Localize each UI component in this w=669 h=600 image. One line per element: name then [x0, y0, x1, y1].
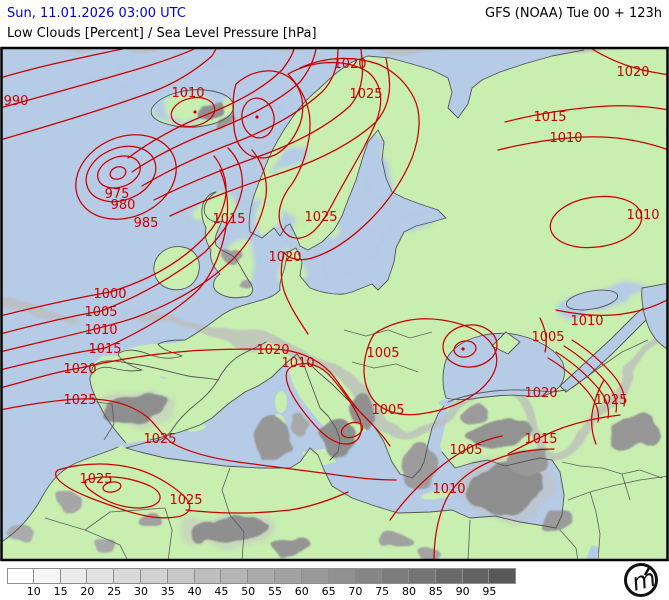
colorbar-cell	[114, 568, 141, 584]
pressure-label: 1015	[533, 110, 566, 125]
pressure-label: 1025	[143, 432, 176, 447]
colorbar-tick: 80	[402, 585, 416, 598]
colorbar-cell	[355, 568, 383, 584]
colorbar-tick: 55	[268, 585, 282, 598]
colorbar-cell	[328, 568, 356, 584]
colorbar-tick: 20	[80, 585, 95, 598]
colorbar-tick: 75	[375, 585, 390, 598]
colorbar-tick: 65	[321, 585, 336, 598]
pressure-label: 1020	[268, 250, 301, 265]
colorbar-cell	[489, 568, 517, 584]
colorbar-cell	[7, 568, 34, 584]
pressure-label: 975	[105, 187, 130, 202]
pressure-label: 980	[111, 198, 136, 213]
pressure-label: 1000	[93, 287, 126, 302]
pressure-label: 1025	[594, 393, 627, 408]
pressure-label: 1010	[171, 86, 204, 101]
inner-seas	[120, 348, 564, 528]
colorbar-tick: 50	[241, 585, 256, 598]
colorbar-cell	[248, 568, 275, 584]
pressure-label: 1015	[88, 342, 121, 357]
colorbar-tick: 30	[134, 585, 148, 598]
colorbar-cell	[194, 568, 222, 584]
colorbar-cell	[167, 568, 195, 584]
pressure-label: 1015	[212, 212, 245, 227]
pressure-label: 1025	[63, 393, 96, 408]
datetime-label: Sun, 11.01.2026 03:00 UTC	[7, 6, 186, 21]
site-logo: m	[624, 563, 659, 597]
pressure-label: 1010	[626, 208, 659, 223]
colorbar-cell	[274, 568, 302, 584]
pressure-label: 1010	[281, 356, 314, 371]
pressure-label: 1015	[524, 432, 557, 447]
pressure-label: 1020	[333, 57, 366, 72]
colorbar-tick: 40	[187, 585, 202, 598]
coastline-layer	[2, 49, 667, 560]
colorbar-cell	[60, 568, 88, 584]
pressure-label: 1025	[304, 210, 337, 225]
pressure-label: 1020	[524, 386, 557, 401]
cloud-layer	[2, 49, 667, 560]
map-frame	[0, 46, 669, 562]
colorbar-cell	[408, 568, 436, 584]
pressure-label: 1010	[549, 131, 582, 146]
colorbar-tick: 90	[455, 585, 470, 598]
isobar-layer	[2, 49, 667, 560]
colorbar-cell	[382, 568, 409, 584]
pressure-label: 1025	[349, 87, 382, 102]
colorbar-tick: 70	[348, 585, 363, 598]
colorbar-tick: 60	[294, 585, 309, 598]
colorbar-tick-labels: 10 15 20 25 30 35 40 45 50 55 60 65 70 75 80 85 90 95	[0, 585, 669, 599]
pressure-label: 985	[134, 216, 159, 231]
pressure-label: 1005	[531, 330, 564, 345]
colorbar-cell	[140, 568, 168, 584]
colorbar-tick: 10	[26, 585, 41, 598]
pressure-label: 1020	[616, 65, 649, 80]
colorbar-cell	[462, 568, 490, 584]
pressure-label: 1010	[84, 323, 117, 338]
pressure-label: 1005	[366, 346, 399, 361]
colorbar-cell	[435, 568, 463, 584]
pressure-label: 1010	[570, 314, 603, 329]
colorbar-cell	[301, 568, 329, 584]
map-title: Low Clouds [Percent] / Sea Level Pressur…	[7, 26, 317, 41]
pressure-label: 1005	[449, 443, 482, 458]
colorbar-cell	[33, 568, 61, 584]
colorbar-tick: 15	[53, 585, 68, 598]
pressure-label: 1010	[432, 482, 465, 497]
pressure-label: 1005	[371, 403, 404, 418]
pressure-label: 1005	[84, 305, 117, 320]
logo-circle	[624, 563, 658, 597]
pressure-label: 1020	[256, 343, 289, 358]
pressure-label: 990	[4, 94, 29, 109]
colorbar-cell	[221, 568, 249, 584]
cloud-cover-colorbar	[7, 568, 517, 584]
colorbar-tick: 45	[214, 585, 229, 598]
colorbar-tick: 95	[482, 585, 497, 598]
logo-tick	[643, 567, 651, 576]
colorbar-tick: 85	[428, 585, 443, 598]
colorbar-tick: 25	[107, 585, 122, 598]
pressure-label: 1020	[63, 362, 96, 377]
pressure-label: 1025	[79, 472, 112, 487]
colorbar-cell	[87, 568, 115, 584]
pressure-label: 1025	[169, 493, 202, 508]
colorbar-tick: 35	[160, 585, 175, 598]
model-run-label: GFS (NOAA) Tue 00 + 123h	[485, 6, 662, 21]
